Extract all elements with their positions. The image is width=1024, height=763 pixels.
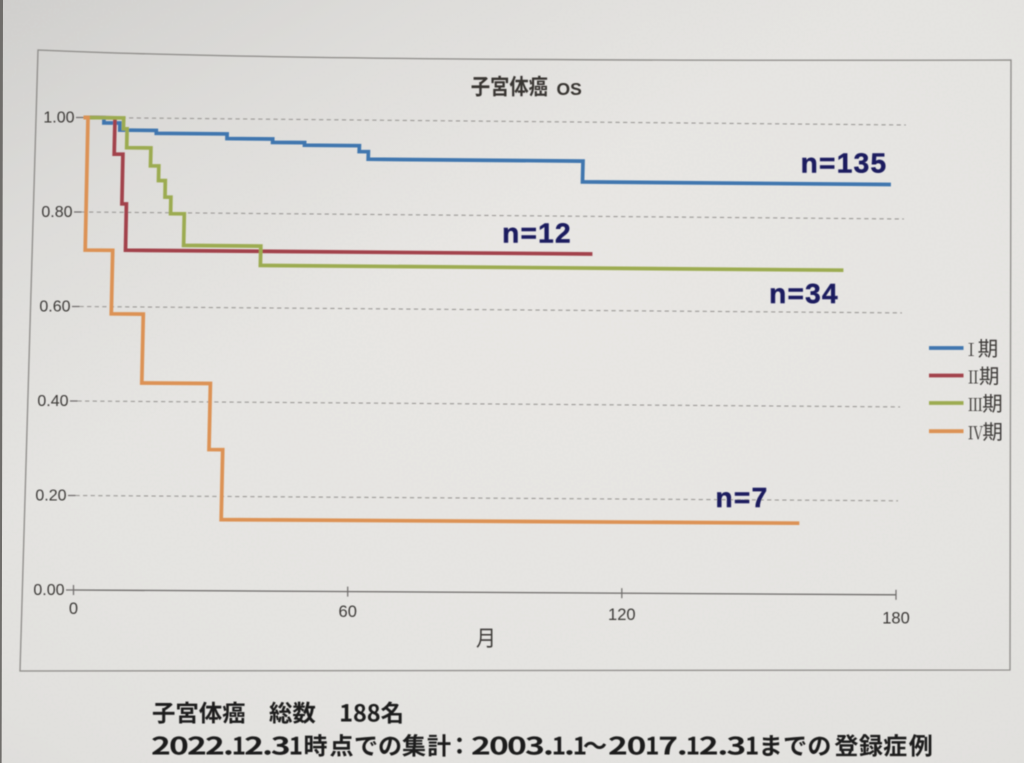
svg-text:OS: OS	[557, 79, 582, 99]
svg-text:n=12: n=12	[502, 218, 572, 249]
svg-text:n=34: n=34	[769, 278, 839, 309]
svg-text:0.20: 0.20	[35, 488, 66, 505]
svg-text:1.00: 1.00	[43, 110, 74, 127]
svg-text:120: 120	[608, 606, 636, 624]
svg-text:0: 0	[69, 600, 78, 618]
svg-text:60: 60	[339, 603, 357, 621]
svg-text:n=135: n=135	[801, 148, 888, 179]
svg-text:0.80: 0.80	[41, 204, 72, 221]
svg-text:n=7: n=7	[716, 482, 769, 513]
svg-text:0.60: 0.60	[39, 299, 70, 316]
svg-text:0.40: 0.40	[37, 393, 68, 410]
svg-text:180: 180	[882, 609, 910, 627]
svg-text:0.00: 0.00	[33, 582, 64, 599]
